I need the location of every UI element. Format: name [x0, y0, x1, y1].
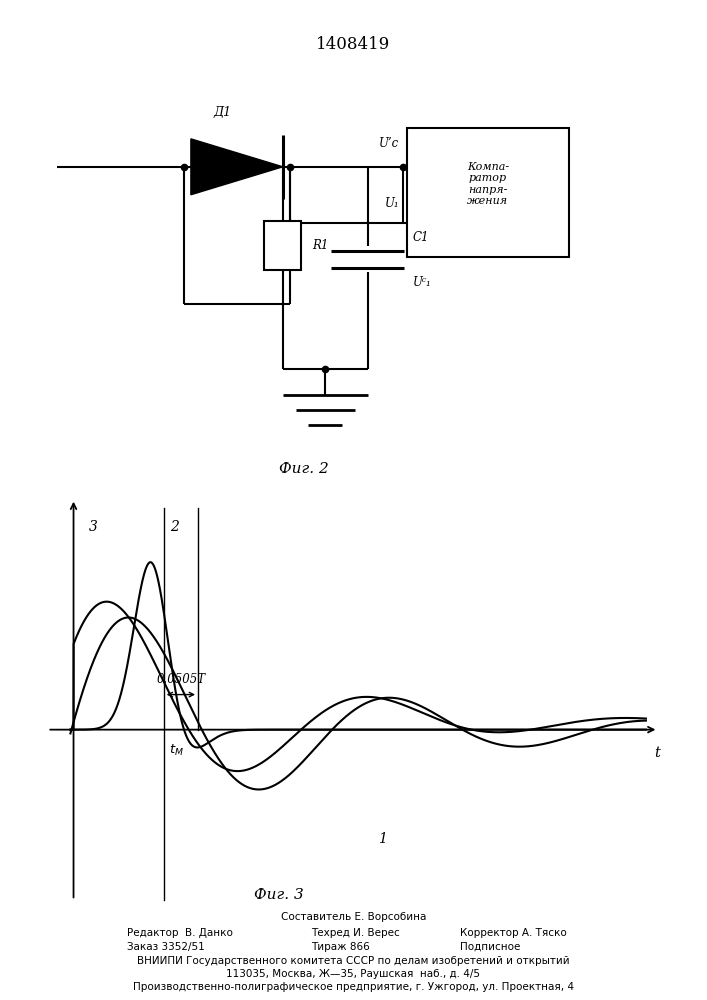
Text: Подписное: Подписное [460, 942, 520, 952]
Text: Тираж 866: Тираж 866 [311, 942, 370, 952]
Text: 0.0505T: 0.0505T [156, 673, 206, 686]
Text: Компа-
ратор
напря-
жения: Компа- ратор напря- жения [467, 162, 509, 206]
Text: U₁: U₁ [385, 197, 399, 210]
Text: Фиг. 2: Фиг. 2 [279, 462, 329, 476]
Text: Составитель Е. Ворсобина: Составитель Е. Ворсобина [281, 912, 426, 922]
Text: Фиг. 3: Фиг. 3 [254, 888, 304, 902]
Text: Заказ 3352/51: Заказ 3352/51 [127, 942, 205, 952]
Text: 1408419: 1408419 [316, 36, 391, 53]
Text: Редактор  В. Данко: Редактор В. Данко [127, 928, 233, 938]
Text: 3: 3 [89, 520, 98, 534]
Text: Д1: Д1 [214, 106, 232, 119]
Text: C1: C1 [413, 231, 429, 244]
Polygon shape [191, 139, 283, 195]
Text: t: t [654, 746, 660, 760]
Text: Uᶜ₁: Uᶜ₁ [413, 276, 432, 289]
Text: R1: R1 [312, 239, 328, 252]
Text: ВНИИПИ Государственного комитета СССР по делам изобретений и открытий: ВНИИПИ Государственного комитета СССР по… [137, 956, 570, 966]
Text: U’c: U’c [379, 137, 399, 150]
Text: 2: 2 [170, 520, 179, 534]
Text: 113035, Москва, Ж—35, Раушская  наб., д. 4/5: 113035, Москва, Ж—35, Раушская наб., д. … [226, 969, 481, 979]
Text: 1: 1 [378, 832, 387, 846]
Text: $t_{M}$: $t_{M}$ [169, 743, 184, 758]
Bar [264, 221, 301, 270]
Bar [407, 128, 569, 257]
Text: Производственно-полиграфическое предприятие, г. Ужгород, ул. Проектная, 4: Производственно-полиграфическое предприя… [133, 982, 574, 992]
Text: Корректор А. Тяско: Корректор А. Тяско [460, 928, 566, 938]
Text: Техред И. Верес: Техред И. Верес [311, 928, 400, 938]
